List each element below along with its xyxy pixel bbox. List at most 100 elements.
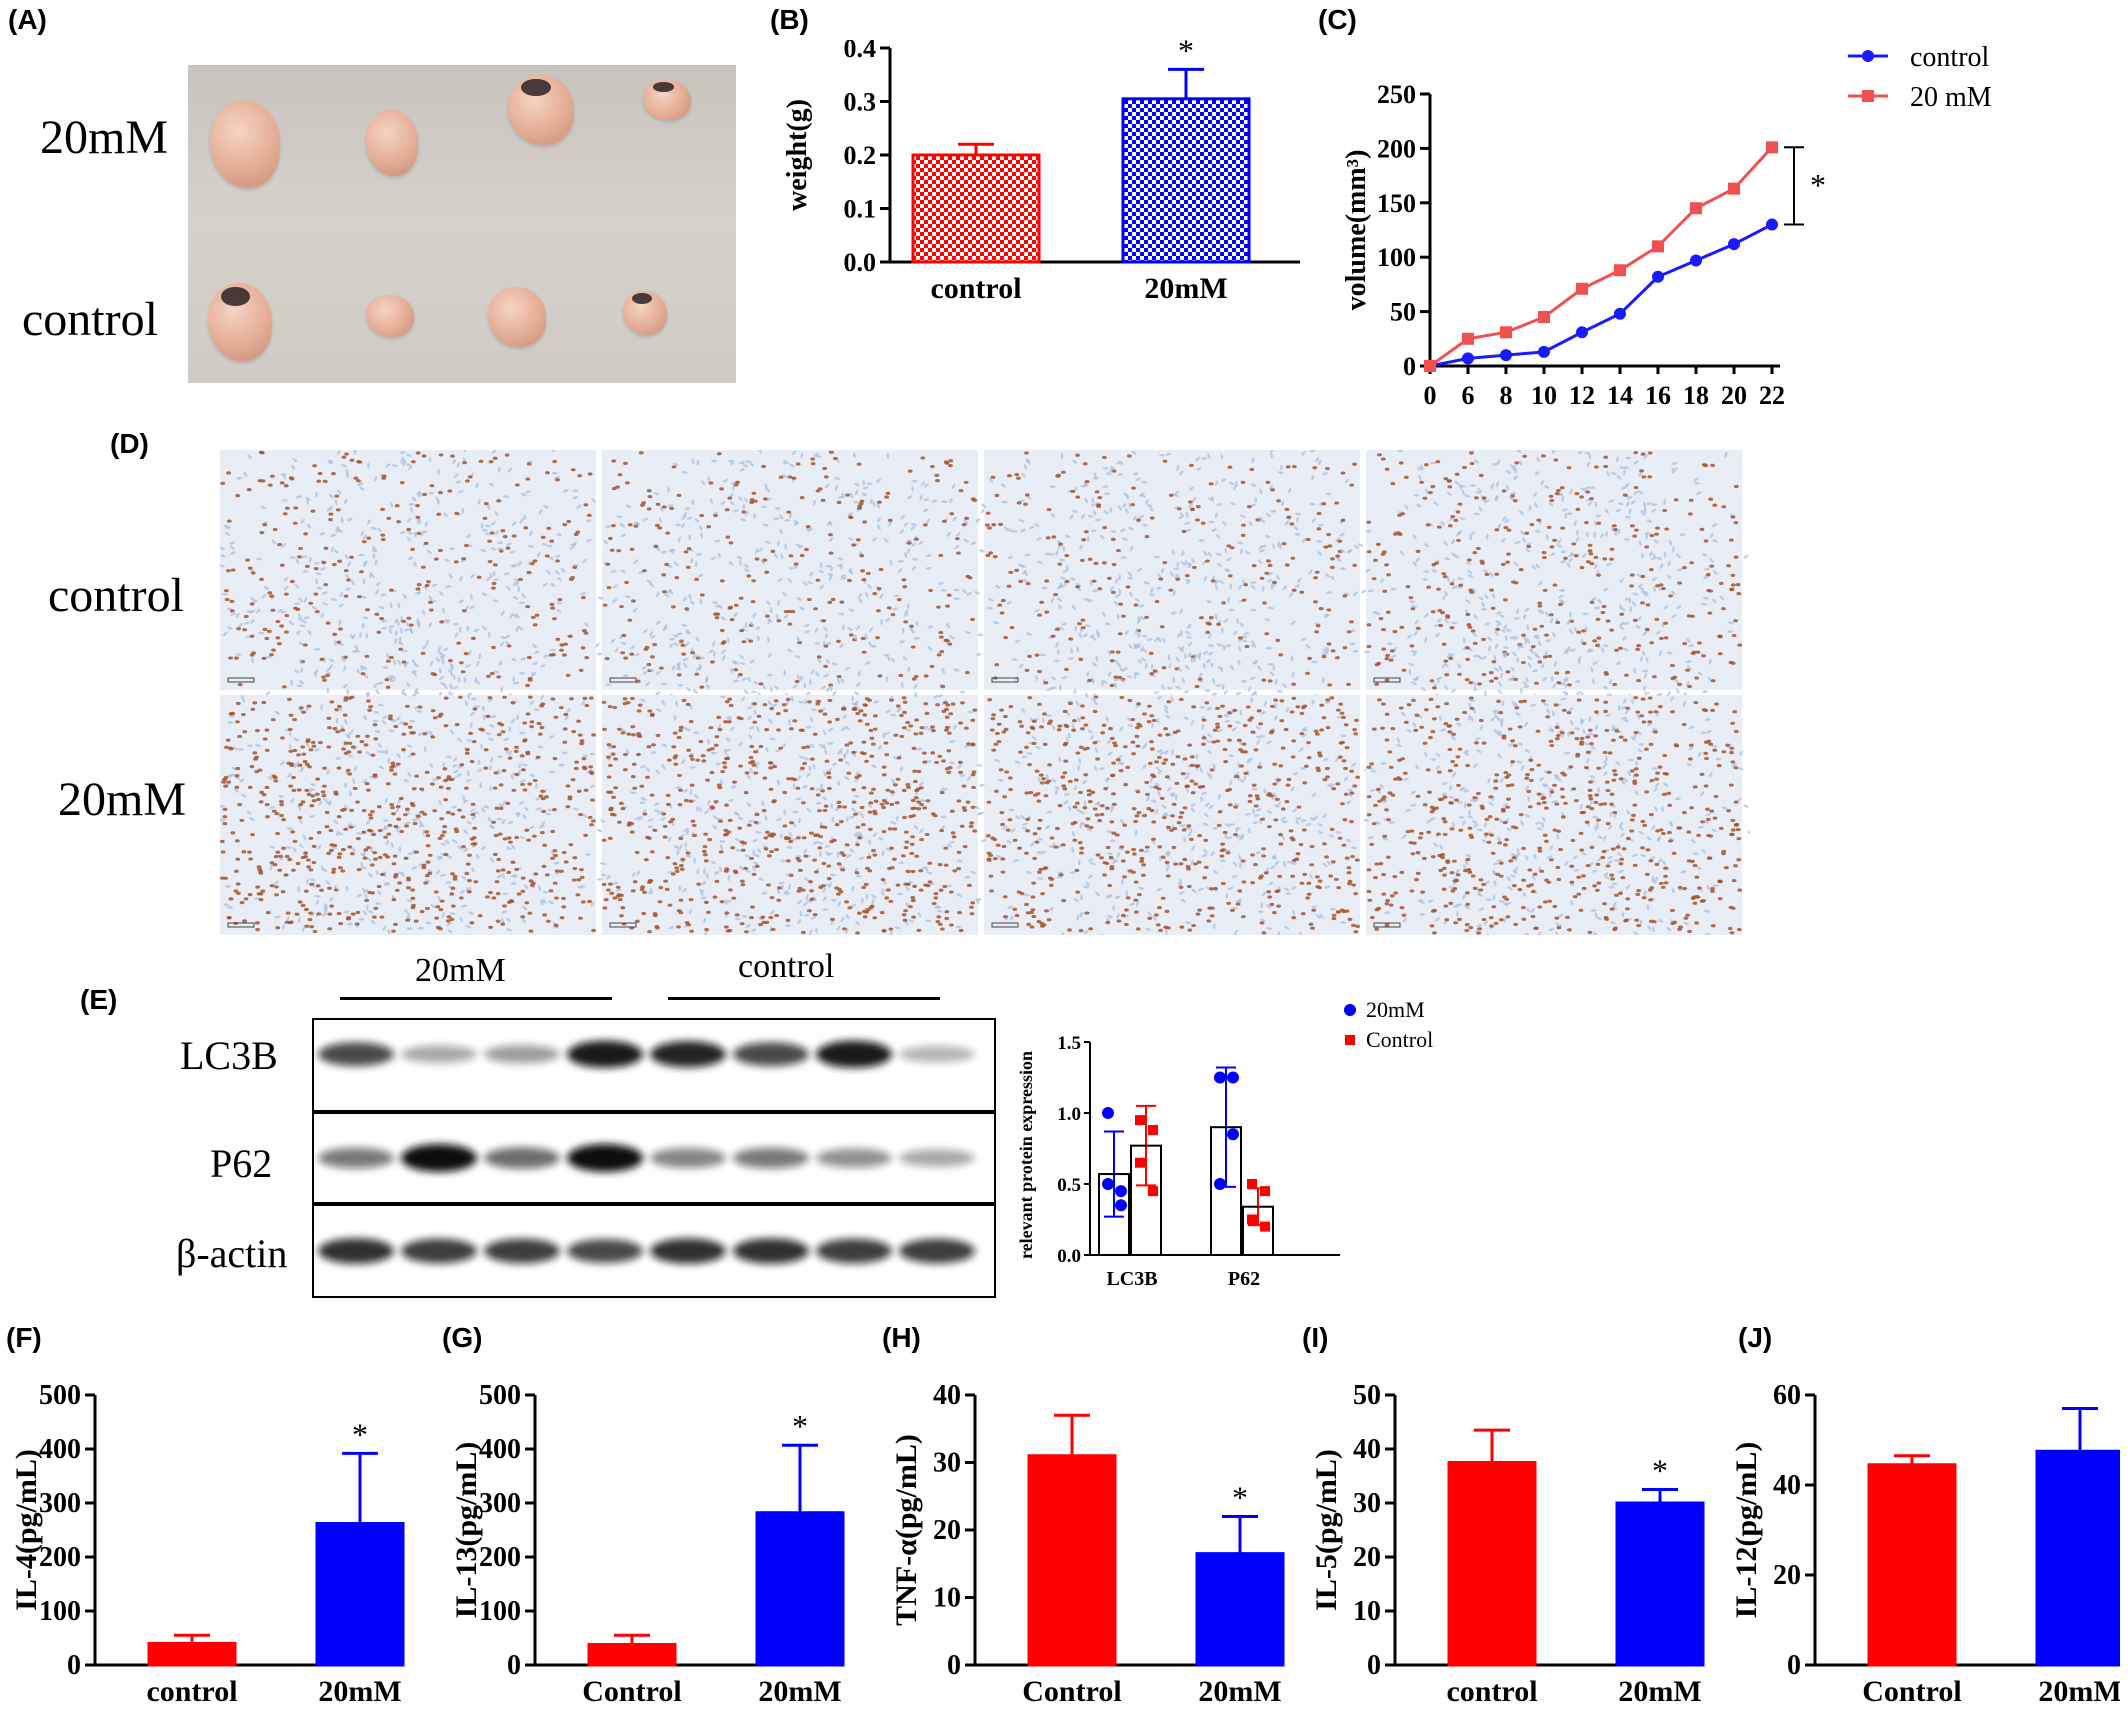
ihc-nucleus-blue — [1552, 683, 1557, 689]
ihc-nucleus-brown — [722, 765, 728, 769]
ihc-nucleus-blue — [1022, 578, 1029, 583]
ihc-nucleus-blue — [453, 756, 457, 763]
ihc-nucleus-blue — [1103, 509, 1109, 515]
ihc-nucleus-blue — [1372, 611, 1379, 614]
ihc-nucleus-brown — [885, 888, 891, 892]
ihc-nucleus-brown — [1629, 524, 1635, 528]
ihc-nucleus-brown — [1576, 630, 1582, 634]
ihc-nucleus-brown — [1484, 572, 1490, 576]
ihc-nucleus-blue — [1418, 474, 1422, 481]
ihc-nucleus-blue — [301, 620, 308, 624]
ihc-nucleus-brown — [410, 460, 416, 464]
ihc-nucleus-blue — [260, 505, 267, 510]
ihc-nucleus-brown — [865, 571, 871, 576]
ihc-nucleus-blue — [773, 685, 779, 690]
ihc-nucleus-blue — [1133, 645, 1140, 650]
ihc-nucleus-blue — [497, 755, 504, 758]
ihc-nucleus-brown — [923, 674, 929, 678]
ihc-nucleus-blue — [1641, 552, 1644, 559]
ihc-nucleus-brown — [1408, 596, 1414, 600]
ihc-nucleus-blue — [744, 497, 749, 503]
ihc-nucleus-blue — [528, 545, 535, 548]
ihc-nucleus-brown — [1436, 525, 1442, 529]
ihc-nucleus-brown — [354, 922, 360, 926]
ihc-nucleus-blue — [487, 631, 491, 638]
ihc-nucleus-blue — [1136, 618, 1141, 624]
ihc-nucleus-brown — [754, 557, 760, 561]
ihc-nucleus-brown — [341, 847, 346, 852]
ihc-nucleus-brown — [841, 927, 847, 931]
ihc-nucleus-blue — [700, 532, 703, 539]
ihc-nucleus-blue — [1247, 686, 1252, 692]
ihc-nucleus-blue — [672, 462, 679, 466]
ihc-nucleus-blue — [720, 500, 726, 505]
legend-label: 20 mM — [1910, 82, 1992, 113]
ihc-nucleus-brown — [226, 915, 232, 920]
ihc-nucleus-brown — [331, 867, 337, 871]
ihc-nucleus-brown — [463, 651, 469, 656]
ihc-nucleus-blue — [1481, 655, 1488, 660]
ihc-nucleus-blue — [1577, 450, 1584, 455]
ihc-nucleus-blue — [876, 478, 882, 483]
ihc-nucleus-blue — [1039, 653, 1046, 657]
ihc-tile — [220, 450, 612, 766]
ihc-nucleus-brown — [520, 782, 525, 787]
ihc-nucleus-brown — [1410, 607, 1416, 611]
ihc-nucleus-blue — [402, 460, 407, 466]
ihc-nucleus-blue — [840, 678, 845, 684]
ihc-nucleus-brown — [410, 905, 416, 910]
ihc-nucleus-brown — [1440, 610, 1445, 615]
ihc-nucleus-blue — [720, 616, 726, 621]
ihc-nucleus-blue — [465, 924, 472, 929]
ihc-nucleus-brown — [496, 733, 502, 737]
y-axis-title: volume(mm³) — [1341, 150, 1372, 311]
ihc-nucleus-blue — [399, 451, 406, 454]
ihc-nucleus-brown — [1640, 601, 1645, 605]
ihc-nucleus-blue — [1142, 523, 1149, 527]
ihc-nucleus-brown — [1584, 520, 1589, 525]
ihc-nucleus-blue — [430, 660, 434, 667]
ihc-nucleus-brown — [1272, 580, 1277, 585]
ihc-nucleus-brown — [1093, 561, 1099, 565]
ihc-nucleus-blue — [476, 660, 480, 667]
ihc-nucleus-brown — [237, 683, 243, 687]
ihc-nucleus-brown — [391, 898, 397, 902]
ihc-nucleus-brown — [1429, 679, 1435, 683]
ihc-nucleus-blue — [232, 746, 239, 751]
ihc-nucleus-blue — [381, 750, 388, 754]
ihc-nucleus-brown — [1442, 575, 1448, 579]
ihc-nucleus-blue — [773, 553, 779, 559]
ihc-nucleus-blue — [435, 657, 441, 662]
ihc-nucleus-brown — [1549, 498, 1555, 503]
ihc-nucleus-brown — [1622, 493, 1628, 497]
ihc-nucleus-brown — [552, 849, 558, 853]
ihc-nucleus-brown — [344, 452, 349, 456]
ihc-nucleus-blue — [438, 799, 442, 806]
ihc-nucleus-brown — [376, 884, 382, 889]
ihc-nucleus-blue — [1556, 544, 1563, 548]
ihc-nucleus-brown — [583, 631, 589, 635]
ihc-nucleus-blue — [292, 847, 297, 853]
ihc-nucleus-blue — [1495, 611, 1502, 615]
ihc-nucleus-blue — [1326, 591, 1332, 594]
ihc-nucleus-blue — [489, 724, 495, 728]
ihc-nucleus-brown — [714, 616, 720, 620]
ihc-nucleus-brown — [724, 508, 730, 512]
ihc-nucleus-brown — [1649, 641, 1655, 645]
ihc-nucleus-brown — [685, 565, 691, 569]
ihc-nucleus-brown — [464, 748, 470, 752]
ihc-nucleus-brown — [948, 464, 953, 468]
ihc-nucleus-brown — [258, 871, 264, 875]
ihc-nucleus-brown — [1548, 613, 1554, 617]
ihc-nucleus-blue — [1171, 611, 1177, 615]
ihc-nucleus-brown — [391, 862, 397, 866]
ihc-nucleus-brown — [422, 492, 427, 497]
ihc-nucleus-brown — [1384, 563, 1389, 567]
ihc-nucleus-brown — [1468, 451, 1474, 455]
ihc-nucleus-blue — [1124, 630, 1129, 636]
ihc-nucleus-blue — [524, 806, 529, 812]
ihc-nucleus-blue — [690, 557, 694, 564]
ihc-nucleus-brown — [1522, 454, 1528, 458]
ihc-nucleus-blue — [321, 912, 328, 917]
ihc-nucleus-brown — [502, 695, 507, 699]
